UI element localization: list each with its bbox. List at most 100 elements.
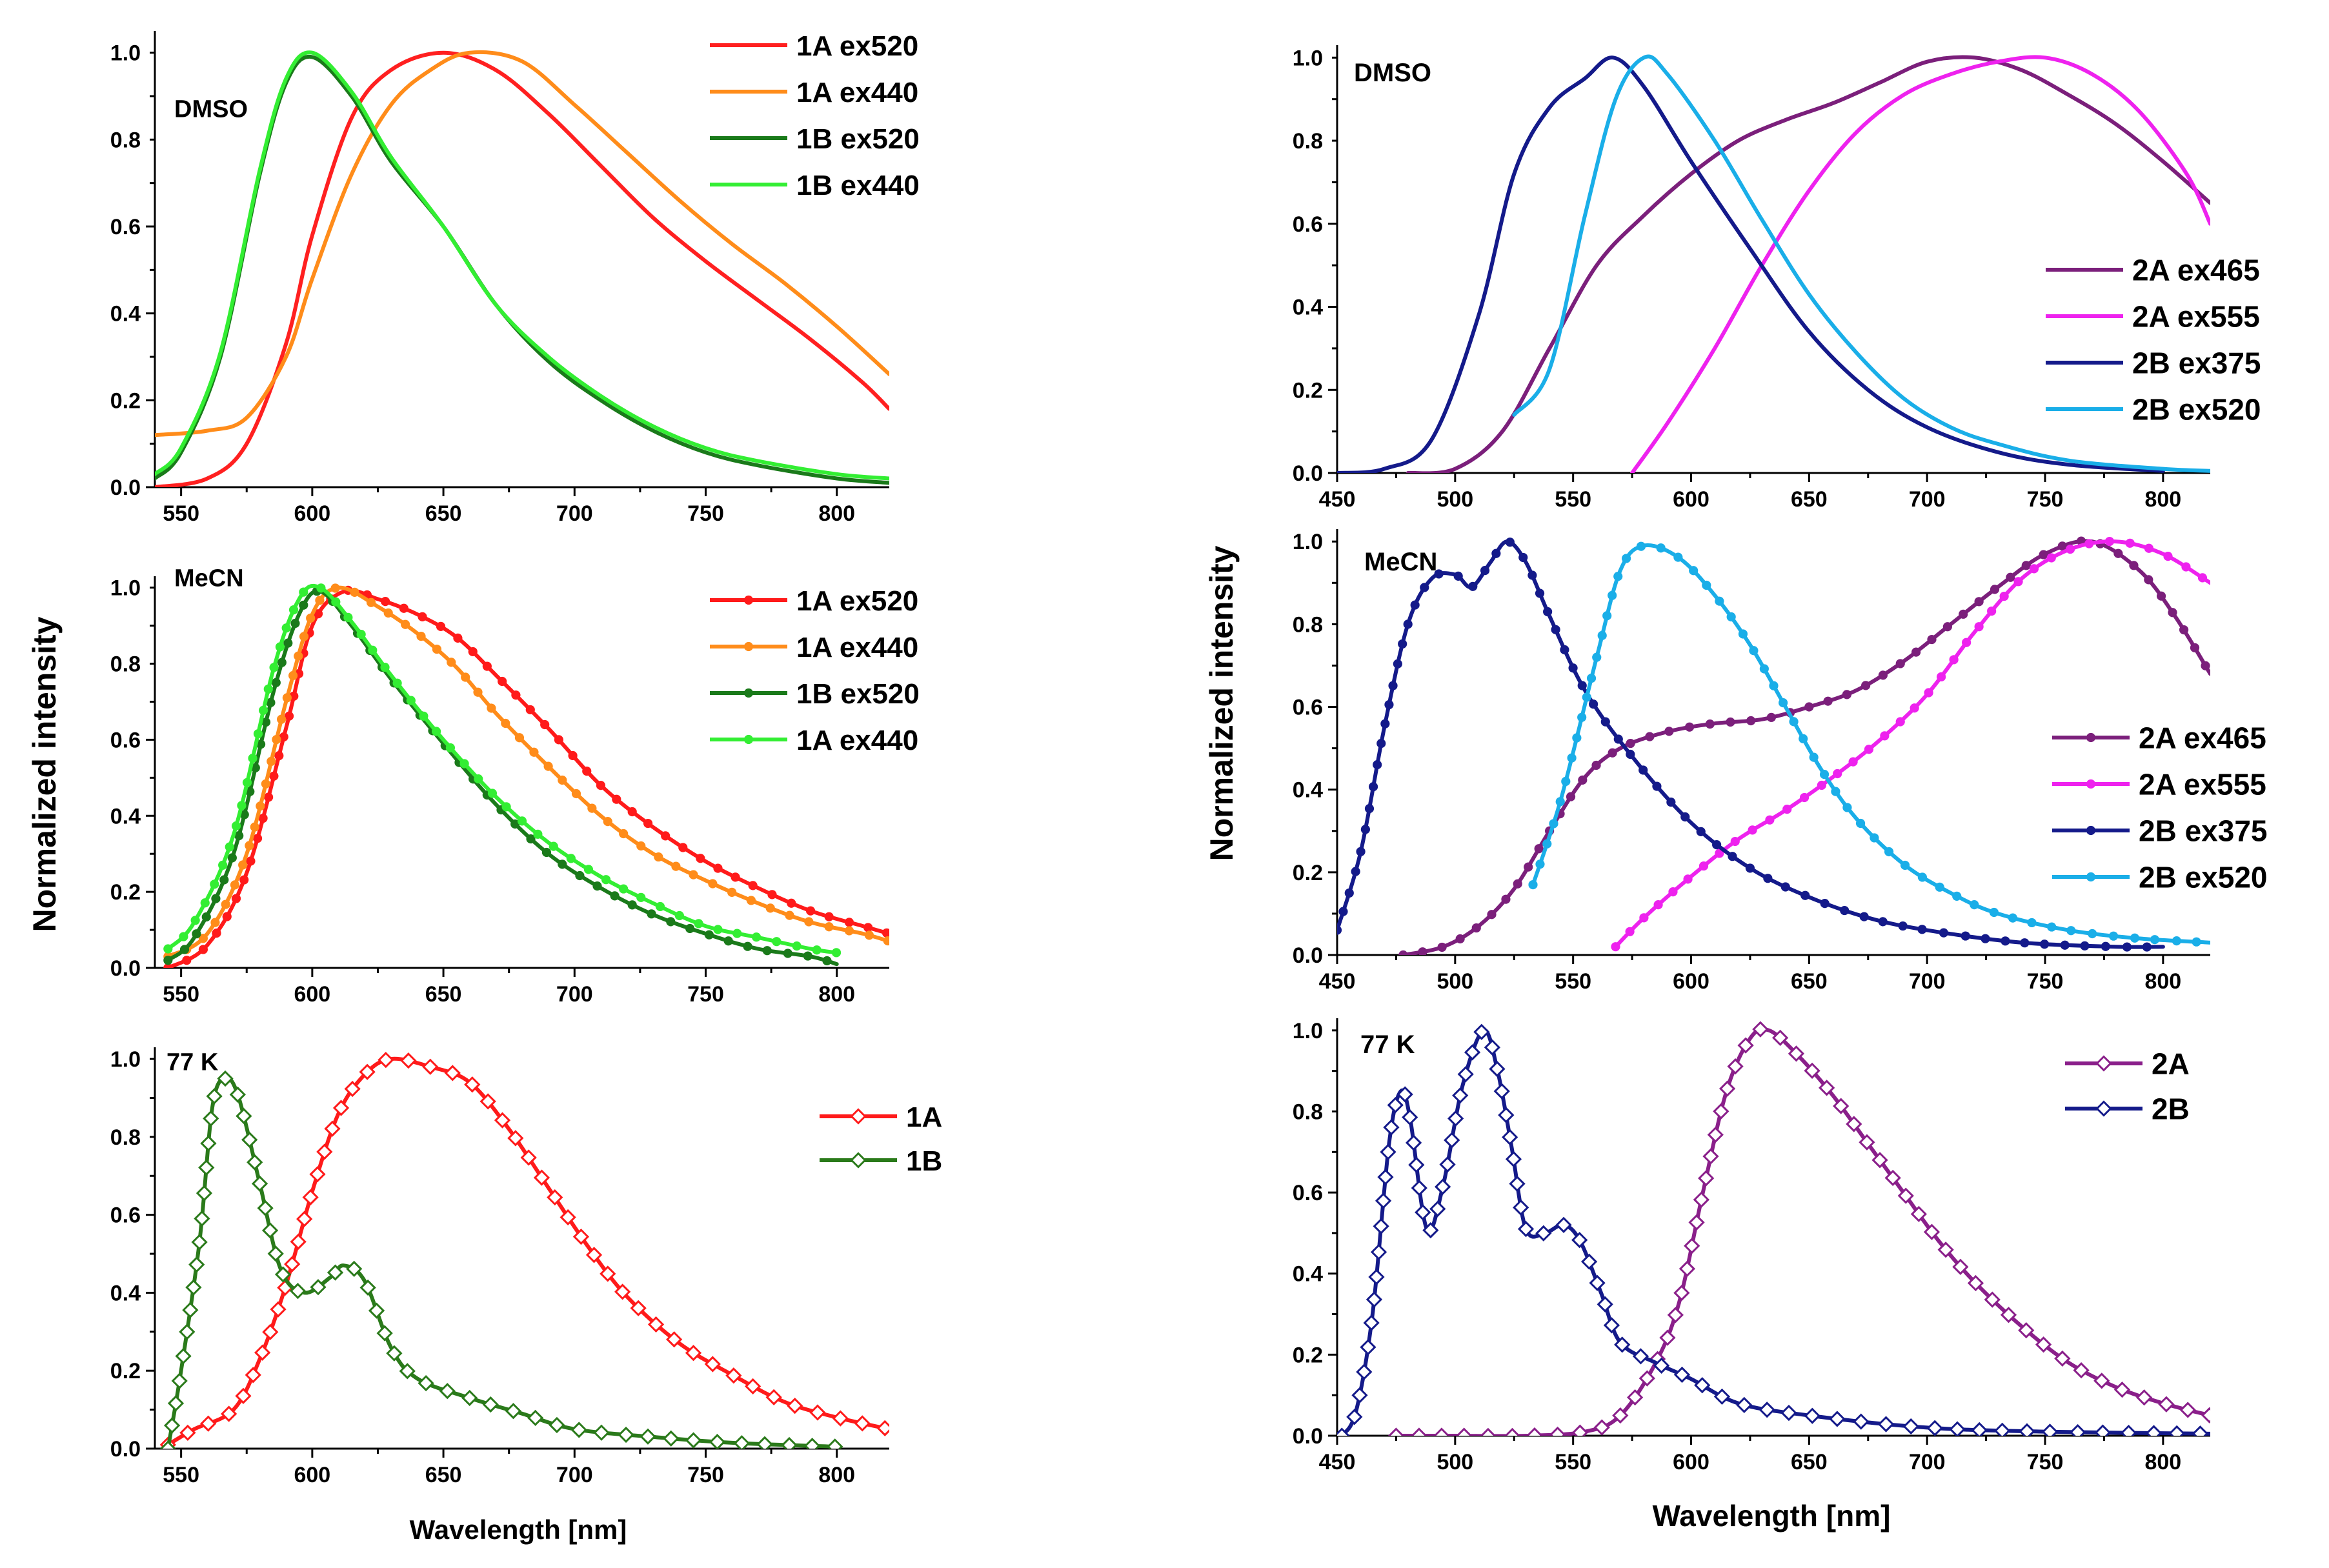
series-marker-3 [1749, 646, 1759, 656]
series-marker-3 [1809, 752, 1819, 762]
series-marker-3 [210, 879, 219, 889]
series-marker-1 [685, 1432, 702, 1449]
x-tick-label: 500 [1437, 969, 1473, 994]
legend-label-1: 2A ex555 [2139, 768, 2266, 801]
series-marker-0 [1673, 1285, 1690, 1302]
plot-area [163, 583, 889, 968]
series-marker-0 [1707, 1126, 1724, 1143]
series-marker-0 [418, 612, 427, 621]
panel-title: 77 K [1360, 1030, 1415, 1059]
series-marker-0 [479, 1093, 496, 1110]
series-marker-1 [272, 734, 281, 745]
series-marker-0 [767, 890, 777, 900]
series-marker-3 [190, 916, 200, 925]
legend-marker-0 [743, 595, 754, 605]
series-marker-0 [1719, 1080, 1736, 1097]
series-marker-1 [2168, 1425, 2185, 1436]
series-marker-1 [188, 1256, 205, 1273]
series-marker-2 [762, 946, 772, 956]
series-marker-3 [1842, 803, 1852, 812]
series-marker-2 [783, 949, 792, 958]
series-marker-3 [356, 630, 366, 639]
series-marker-0 [1659, 1329, 1676, 1346]
y-tick-label: 0.4 [110, 804, 141, 829]
series-marker-0 [381, 597, 390, 607]
series-marker-3 [501, 802, 511, 812]
series-marker-3 [1884, 847, 1894, 857]
series-marker-2 [1600, 717, 1610, 727]
y-tick-label: 0.6 [1293, 696, 1323, 720]
series-marker-1 [229, 1086, 246, 1103]
series-marker-0 [436, 621, 446, 631]
series-marker-1 [587, 803, 597, 813]
x-tick-label: 750 [2027, 969, 2064, 994]
series-marker-1 [330, 583, 340, 593]
series-marker-0 [787, 898, 796, 908]
series-marker-1 [386, 1345, 403, 1362]
series-marker-1 [1408, 1156, 1425, 1173]
series-marker-0 [1612, 1407, 1629, 1424]
series-marker-2 [1364, 804, 1375, 814]
y-tick-label: 0.6 [110, 215, 141, 239]
series-marker-0 [2021, 561, 2031, 570]
series-marker-0 [2190, 643, 2200, 652]
series-marker-2 [1780, 882, 1790, 892]
series-marker-0 [1911, 647, 1921, 657]
series-marker-3 [1613, 572, 1623, 581]
series-marker-2 [1613, 734, 1623, 744]
series-marker-0 [1984, 1291, 2001, 1308]
series-line-0 [166, 588, 889, 968]
series-marker-0 [876, 1420, 889, 1436]
series-marker-2 [1453, 571, 1463, 581]
series-marker-0 [2201, 1407, 2210, 1423]
series-marker-0 [1387, 1427, 1405, 1436]
series-marker-0 [863, 923, 873, 932]
series-marker-1 [781, 1436, 798, 1449]
series-marker-3 [636, 892, 646, 902]
series-marker-3 [431, 727, 441, 736]
series-marker-0 [2201, 661, 2210, 670]
series-marker-1 [1396, 1086, 1413, 1103]
legend-label-1: 1B [906, 1145, 942, 1177]
series-marker-1 [733, 1435, 751, 1449]
series-marker-1 [1699, 861, 1709, 871]
series-marker-1 [1452, 1087, 1469, 1104]
series-marker-0 [1702, 1148, 1719, 1165]
series-line-1 [1613, 539, 2210, 949]
series-marker-1 [1473, 1023, 1490, 1040]
series-marker-0 [678, 843, 688, 852]
series-marker-1 [1439, 1156, 1456, 1173]
series-marker-1 [194, 1210, 210, 1227]
series-marker-1 [206, 1088, 223, 1105]
x-tick-label: 650 [1791, 487, 1828, 512]
series-marker-2 [1666, 798, 1676, 807]
series-marker-0 [1398, 950, 1408, 955]
series-marker-0 [748, 881, 758, 890]
series-marker-1 [1589, 1274, 1606, 1291]
series-marker-1 [1625, 927, 1635, 936]
series-marker-0 [1952, 1258, 1969, 1275]
series-marker-0 [614, 1283, 631, 1300]
series-marker-0 [324, 1120, 341, 1137]
series-marker-1 [2104, 536, 2115, 547]
series-marker-0 [1752, 1021, 1769, 1038]
x-tick-label: 800 [2144, 1450, 2181, 1474]
legend-label-1: 1A ex440 [796, 632, 918, 663]
series-marker-3 [248, 753, 257, 763]
series-marker-0 [296, 1211, 313, 1227]
series-marker-1 [505, 1403, 522, 1420]
y-tick-label: 0.2 [110, 1359, 141, 1383]
series-marker-3 [619, 884, 629, 894]
series-marker-0 [661, 831, 670, 841]
series-marker-1 [727, 887, 737, 897]
series-marker-0 [547, 1189, 563, 1206]
series-marker-1 [1987, 606, 1997, 616]
series-marker-0 [2156, 591, 2166, 601]
series-marker-1 [1780, 1404, 1797, 1422]
series-marker-2 [1410, 600, 1420, 610]
legend-marker-1 [2086, 779, 2096, 789]
series-marker-1 [1346, 1409, 1363, 1425]
series-marker-0 [1766, 712, 1776, 722]
series-marker-1 [1447, 1110, 1464, 1127]
legend-label-3: 1A ex440 [796, 725, 918, 756]
